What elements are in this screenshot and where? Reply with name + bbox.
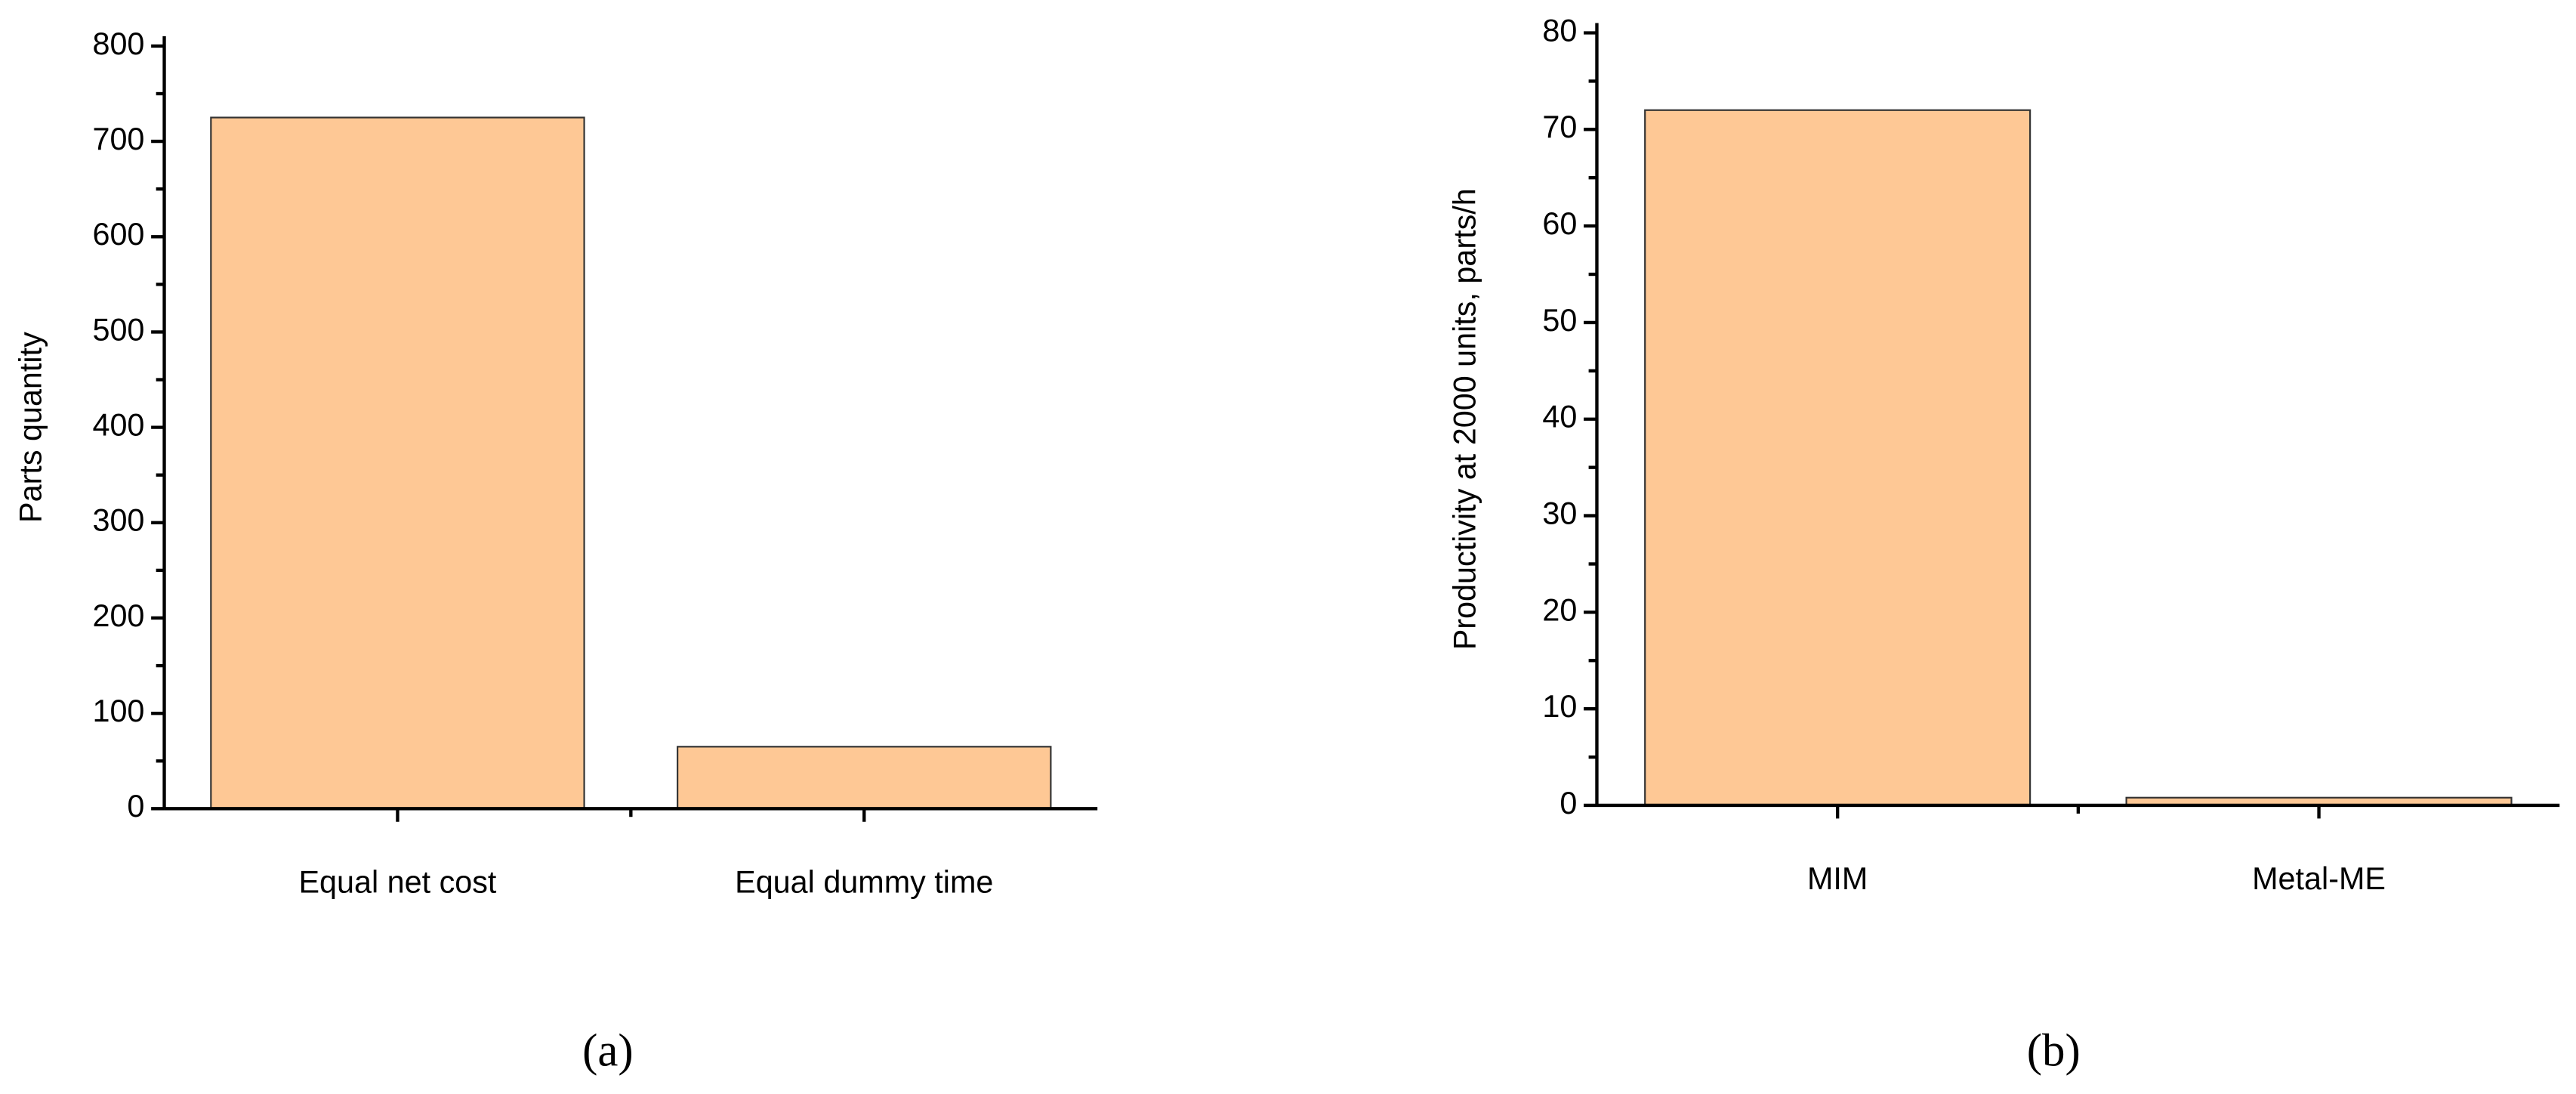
y-tick-label: 80 — [1542, 13, 1577, 48]
y-tick-label: 10 — [1542, 689, 1577, 724]
y-tick-label: 500 — [92, 312, 144, 347]
caption: (a) — [582, 1026, 634, 1077]
y-tick-label: 0 — [1559, 786, 1577, 820]
y-tick-label: 70 — [1542, 110, 1577, 144]
y-tick-label: 100 — [92, 694, 144, 728]
y-tick-label: 800 — [92, 26, 144, 61]
y-axis-label: Productivity at 2000 units, parts/h — [1448, 188, 1482, 650]
y-tick-label: 20 — [1542, 592, 1577, 627]
y-tick-label: 700 — [92, 122, 144, 156]
caption: (b) — [2027, 1026, 2081, 1077]
y-tick-label: 400 — [92, 408, 144, 443]
x-tick-label: MIM — [1807, 861, 1868, 896]
y-tick-label: 50 — [1542, 303, 1577, 338]
bar — [1644, 109, 2031, 807]
y-axis-label: Parts quantity — [13, 332, 48, 523]
y-tick-label: 600 — [92, 217, 144, 252]
bar — [210, 116, 585, 810]
y-tick-label: 200 — [92, 598, 144, 633]
y-tick-label: 0 — [127, 789, 144, 824]
y-tick-label: 40 — [1542, 400, 1577, 434]
x-tick-label: Metal-ME — [2252, 861, 2386, 896]
bar — [677, 746, 1052, 810]
x-tick-label: Equal net cost — [298, 864, 496, 899]
y-tick-label: 60 — [1542, 206, 1577, 241]
y-tick-label: 300 — [92, 503, 144, 538]
y-tick-label: 30 — [1542, 496, 1577, 530]
x-tick-label: Equal dummy time — [735, 864, 993, 899]
